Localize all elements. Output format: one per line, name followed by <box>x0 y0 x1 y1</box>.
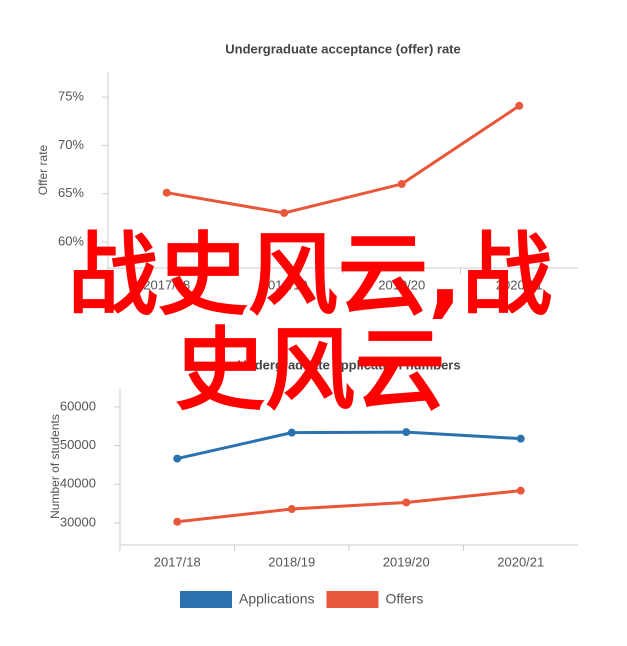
x-tick-label: 2020/21 <box>496 277 543 292</box>
line <box>176 430 521 461</box>
y-tick-label: 75% <box>58 89 84 104</box>
legend-swatch <box>326 591 379 608</box>
point <box>402 428 411 437</box>
legend-label: Applications <box>239 591 315 607</box>
point <box>287 505 296 514</box>
y-tick-label: 60000 <box>60 398 96 413</box>
point <box>397 180 406 188</box>
y-tick-label: 70% <box>58 137 84 152</box>
y-tick-label: 65% <box>58 185 84 200</box>
y-axis-label: Number of students <box>48 414 62 519</box>
point <box>280 208 289 217</box>
point <box>515 101 524 110</box>
legend-label: Offers <box>386 591 424 607</box>
x-tick-label: 2020/21 <box>497 554 544 569</box>
point <box>516 434 525 443</box>
legend-swatch <box>180 591 232 608</box>
x-tick-label: 2017/18 <box>154 554 201 569</box>
x-tick-label: 2018/19 <box>268 554 315 569</box>
point <box>287 428 296 437</box>
x-tick-label: 2018/19 <box>261 277 308 292</box>
point <box>516 486 525 495</box>
y-tick-label: 60% <box>58 233 84 248</box>
x-tick-label: 2017/18 <box>143 277 190 292</box>
x-tick-label: 2019/20 <box>383 554 430 569</box>
line <box>177 489 521 524</box>
point <box>162 188 171 197</box>
overlay-text: 战史风云,战史风云 <box>67 223 553 423</box>
line <box>166 104 521 215</box>
y-tick-label: 50000 <box>60 437 96 452</box>
x-tick-label: 2019/20 <box>378 277 425 292</box>
point <box>173 454 182 463</box>
y-axis-label: Offer rate <box>36 144 50 195</box>
point <box>173 517 182 526</box>
point <box>402 498 411 507</box>
chart-title: Undergraduate acceptance (offer) rate <box>225 41 461 56</box>
y-tick-label: 30000 <box>60 514 96 529</box>
chart-title: Undergraduate application numbers <box>237 357 460 372</box>
y-tick-label: 40000 <box>60 476 96 491</box>
